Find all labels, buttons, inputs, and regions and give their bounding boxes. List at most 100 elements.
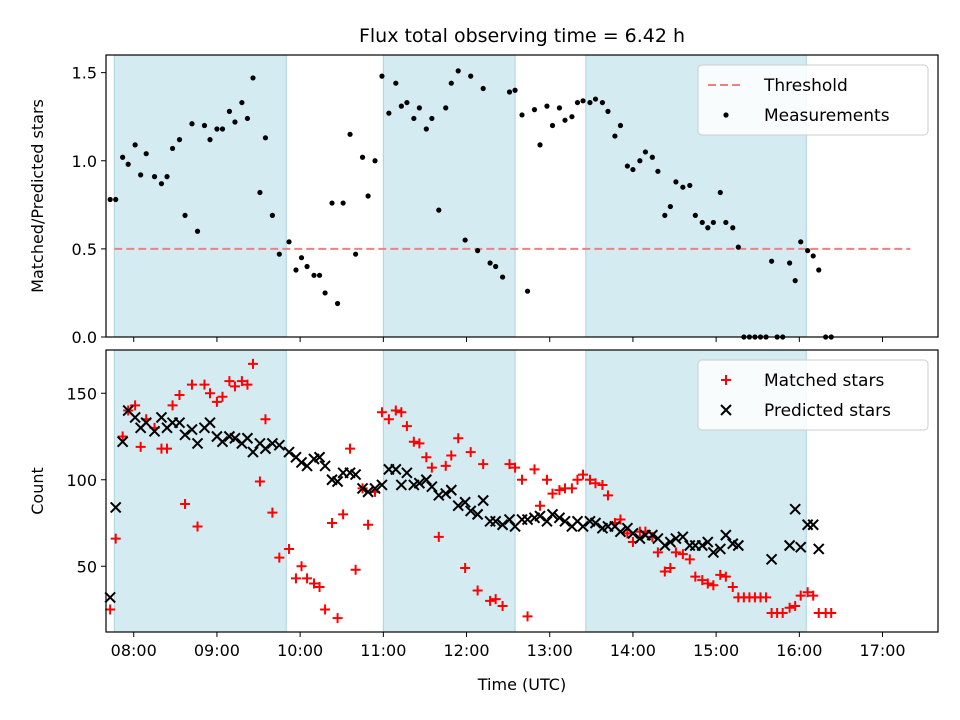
- data-point: [541, 474, 552, 485]
- data-point: [242, 379, 253, 390]
- data-point: [642, 149, 649, 155]
- data-point: [471, 508, 484, 521]
- legend: Matched stars Predicted stars: [697, 359, 929, 431]
- observing-interval: [382, 54, 516, 338]
- data-point: [624, 163, 630, 169]
- legend-box: [697, 359, 929, 431]
- data-point: [283, 446, 295, 458]
- data-point: [670, 547, 681, 558]
- data-point: [244, 115, 251, 122]
- data-point: [478, 459, 489, 470]
- data-point: [667, 203, 673, 210]
- x-tick-label: 16:00: [776, 641, 822, 660]
- data-point: [276, 251, 282, 257]
- data-point: [322, 290, 328, 296]
- data-point: [135, 441, 146, 452]
- y-axis-label: Count: [28, 467, 47, 515]
- data-point: [765, 553, 778, 566]
- data-point: [723, 219, 729, 226]
- data-point: [319, 460, 331, 472]
- data-point: [329, 200, 335, 206]
- data-point: [169, 145, 176, 152]
- data-point: [148, 425, 161, 438]
- data-point: [331, 475, 344, 488]
- data-point: [664, 536, 677, 548]
- data-point: [826, 607, 837, 618]
- data-point: [787, 260, 793, 266]
- data-point: [110, 533, 121, 544]
- data-point: [480, 85, 486, 92]
- data-point: [155, 411, 168, 424]
- series-predicted-stars: [104, 404, 825, 604]
- data-point: [174, 389, 185, 400]
- data-point: [677, 531, 689, 543]
- data-point: [534, 510, 546, 522]
- data-point: [219, 126, 226, 132]
- data-point: [433, 489, 445, 502]
- data-point: [496, 519, 509, 531]
- data-point: [436, 207, 442, 213]
- data-point: [401, 467, 413, 479]
- data-point: [314, 582, 325, 593]
- data-point: [705, 225, 711, 231]
- data-point: [459, 496, 471, 508]
- data-point: [590, 478, 601, 489]
- series-measurements: [107, 68, 834, 340]
- data-point: [214, 126, 220, 132]
- data-point: [702, 536, 714, 548]
- data-point: [792, 278, 798, 284]
- x-tick-label: 12:00: [443, 641, 489, 660]
- data-point: [592, 96, 599, 102]
- data-point: [332, 613, 343, 624]
- data-point: [727, 582, 738, 593]
- data-point: [783, 539, 796, 552]
- data-point: [404, 99, 410, 106]
- data-point: [413, 477, 426, 489]
- data-point: [293, 267, 299, 273]
- data-point: [572, 474, 583, 485]
- data-point: [487, 260, 493, 266]
- series-matched-stars: [105, 358, 837, 624]
- data-point: [569, 114, 575, 120]
- data-point: [808, 590, 819, 601]
- data-point: [769, 258, 775, 264]
- data-point: [224, 376, 235, 387]
- data-point: [158, 181, 165, 187]
- x-tick-label: 14:00: [610, 641, 656, 660]
- data-point: [180, 498, 191, 509]
- data-point: [807, 519, 819, 531]
- data-point: [445, 484, 457, 496]
- data-point: [433, 531, 444, 542]
- data-point: [477, 494, 489, 507]
- data-point: [416, 105, 422, 111]
- y-tick-label: 0.0: [72, 328, 97, 347]
- observing-interval: [113, 349, 287, 633]
- data-point: [544, 103, 550, 109]
- data-point: [662, 212, 668, 218]
- data-point: [702, 578, 713, 589]
- data-point: [440, 487, 452, 500]
- data-point: [304, 263, 310, 270]
- data-point: [117, 431, 128, 442]
- data-point: [649, 154, 655, 160]
- data-point: [327, 518, 338, 529]
- data-point: [247, 446, 259, 458]
- data-point: [497, 601, 508, 612]
- data-point: [535, 500, 546, 511]
- data-point: [130, 400, 141, 411]
- data-point: [690, 571, 701, 582]
- data-point: [519, 112, 525, 118]
- data-point: [247, 358, 258, 369]
- data-point: [687, 182, 693, 189]
- data-point: [426, 462, 437, 473]
- data-point: [546, 508, 559, 521]
- data-point: [720, 529, 732, 541]
- data-point: [717, 189, 723, 196]
- data-point: [493, 263, 499, 270]
- data-point: [452, 499, 464, 512]
- legend-handle: [723, 112, 729, 118]
- data-point: [386, 110, 392, 116]
- y-tick-label: 50: [77, 557, 97, 576]
- legend-handle: [720, 404, 732, 416]
- data-point: [173, 416, 186, 429]
